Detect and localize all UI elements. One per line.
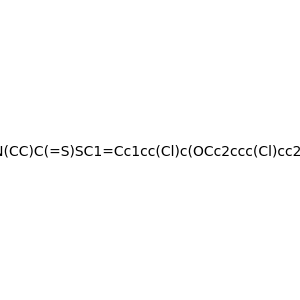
Text: O=C1N(CC)C(=S)SC1=Cc1cc(Cl)c(OCc2ccc(Cl)cc2)c(Cl)c1: O=C1N(CC)C(=S)SC1=Cc1cc(Cl)c(OCc2ccc(Cl)… [0,145,300,158]
